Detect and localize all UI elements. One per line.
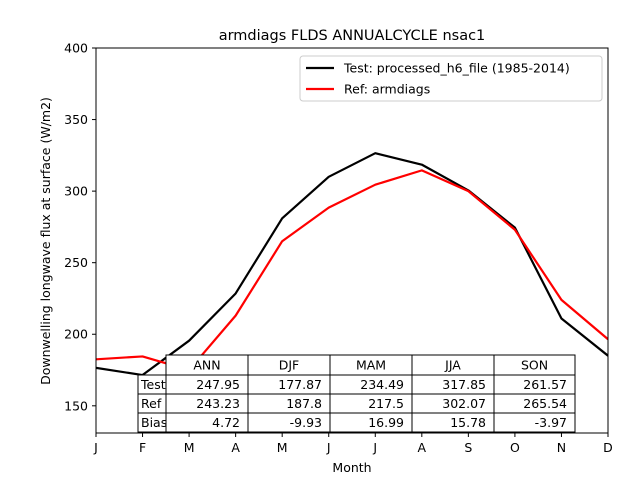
table-row-label: Ref bbox=[141, 396, 162, 411]
table-col-label: JJA bbox=[444, 358, 461, 373]
x-tick-label: N bbox=[557, 440, 566, 455]
legend-entry: Ref: armdiags bbox=[344, 82, 430, 97]
x-tick-label: J bbox=[372, 440, 377, 455]
table-cell-value: 234.49 bbox=[360, 377, 404, 392]
table-row-label: Test bbox=[140, 377, 166, 392]
table-cell-value: 265.54 bbox=[523, 396, 567, 411]
chart-title: armdiags FLDS ANNUALCYCLE nsac1 bbox=[219, 28, 486, 44]
table-cell-value: 217.5 bbox=[368, 396, 404, 411]
x-tick-label: S bbox=[464, 440, 472, 455]
table-cell-value: 247.95 bbox=[196, 377, 240, 392]
x-tick-label: J bbox=[326, 440, 331, 455]
x-tick-label: M bbox=[184, 440, 195, 455]
y-tick-label: 350 bbox=[64, 112, 88, 127]
table-cell bbox=[493, 412, 576, 433]
y-tick-label: 250 bbox=[64, 255, 88, 270]
table-cell-value: 317.85 bbox=[442, 377, 486, 392]
table-cell-value: 243.23 bbox=[196, 396, 240, 411]
table-row-label: Bias bbox=[141, 415, 167, 430]
table-cell-value: 15.78 bbox=[450, 415, 486, 430]
table-cell-value: 302.07 bbox=[442, 396, 486, 411]
table-cell-value: 16.99 bbox=[368, 415, 404, 430]
table-col-label: SON bbox=[521, 358, 548, 373]
table-cell-value: 187.8 bbox=[286, 396, 322, 411]
x-tick-label: F bbox=[139, 440, 146, 455]
x-tick-label: A bbox=[418, 440, 427, 455]
table-cell-value: 261.57 bbox=[523, 377, 567, 392]
legend-entry: Test: processed_h6_file (1985-2014) bbox=[343, 61, 570, 76]
x-tick-label: D bbox=[603, 440, 613, 455]
table-col-label: MAM bbox=[356, 358, 386, 373]
x-tick-label: M bbox=[277, 440, 288, 455]
table-col-label: DJF bbox=[279, 358, 300, 373]
y-tick-label: 300 bbox=[64, 184, 88, 199]
plot-frame bbox=[95, 47, 609, 434]
x-axis-label: Month bbox=[332, 460, 371, 475]
table-col-label: ANN bbox=[193, 358, 220, 373]
stats-table: ANN DJF MAM JJA SON Test 247.95 177.87 234.49 317… bbox=[137, 354, 576, 433]
y-tick-label: 150 bbox=[64, 398, 88, 413]
y-axis-label: Downwelling longwave flux at surface (W/… bbox=[38, 97, 53, 385]
legend: Test: processed_h6_file (1985-2014) Ref: … bbox=[299, 55, 603, 102]
table-cell-value: 177.87 bbox=[278, 377, 322, 392]
table-cell-value: -3.97 bbox=[535, 415, 567, 430]
legend-box bbox=[299, 55, 603, 102]
x-tick-label: O bbox=[510, 440, 520, 455]
y-tick-label: 400 bbox=[64, 41, 88, 56]
table-cell-value: 4.72 bbox=[212, 415, 240, 430]
x-tick-label: A bbox=[231, 440, 240, 455]
table-cell-value: -9.93 bbox=[290, 415, 322, 430]
y-tick-label: 200 bbox=[64, 327, 88, 342]
x-tick-label: J bbox=[93, 440, 98, 455]
